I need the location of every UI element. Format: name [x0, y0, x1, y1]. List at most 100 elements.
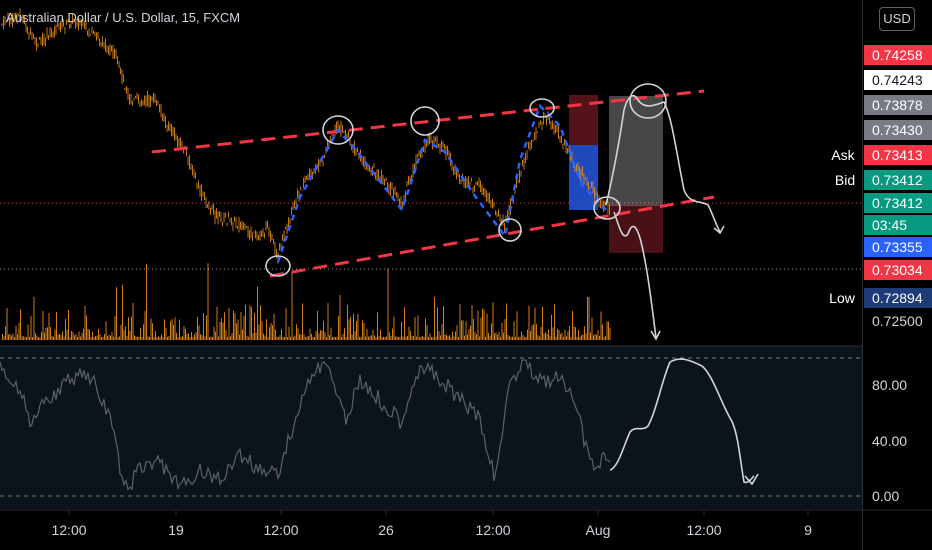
volume-bar: [477, 310, 479, 340]
volume-bar: [425, 318, 426, 340]
volume-bar: [534, 307, 536, 340]
volume-bar: [323, 320, 324, 340]
volume-bar: [579, 336, 581, 340]
volume-bar: [60, 334, 62, 340]
volume-bar: [9, 333, 11, 340]
volume-bar: [540, 327, 542, 340]
volume-bar: [560, 334, 561, 340]
volume-bar: [479, 336, 480, 340]
volume-bar: [542, 306, 543, 340]
countdown-timer: 03:45: [864, 215, 932, 235]
price-label-ask: 0.73413: [864, 145, 932, 165]
price-label-0.73430: 0.73430: [864, 120, 932, 140]
volume-bar: [255, 332, 257, 340]
volume-bar: [521, 331, 522, 340]
volume-bar: [551, 314, 552, 340]
lower-channel-trendline[interactable]: [269, 195, 715, 278]
volume-bar: [531, 325, 533, 340]
upper-channel-trendline[interactable]: [151, 89, 705, 154]
volume-bar: [341, 336, 342, 340]
volume-bar: [420, 336, 422, 340]
projection-path-secondary: [613, 211, 657, 339]
volume-bar: [234, 313, 236, 340]
price-label-bid: 0.73412: [864, 170, 932, 190]
projection-arrow-head: [650, 330, 661, 341]
volume-bar: [71, 330, 72, 340]
volume-bar: [68, 309, 69, 340]
oscillator-panel: [0, 346, 862, 509]
volume-bar: [36, 335, 38, 340]
volume-bar: [494, 333, 495, 340]
volume-bar: [222, 322, 224, 340]
volume-bar: [107, 336, 108, 340]
volume-bar: [360, 336, 362, 340]
volume-bar: [228, 307, 230, 340]
volume-bar: [368, 336, 369, 340]
volume-bar: [102, 337, 104, 340]
volume-bar: [282, 336, 284, 340]
volume-bar: [444, 334, 446, 340]
currency-button[interactable]: USD: [879, 7, 915, 31]
volume-bar: [389, 332, 390, 340]
bid-tag: Bid: [834, 172, 856, 188]
volume-bar: [473, 318, 474, 340]
volume-bar: [188, 333, 189, 340]
volume-bar: [257, 286, 258, 340]
volume-bar: [356, 321, 357, 340]
volume-bar: [53, 336, 54, 340]
volume-bar: [186, 333, 188, 340]
volume-bar: [503, 332, 504, 340]
volume-bar: [74, 335, 75, 340]
price-axis[interactable]: [862, 0, 932, 550]
volume-bar: [363, 323, 365, 340]
volume-bar: [113, 336, 114, 340]
volume-bar: [317, 310, 318, 340]
volume-bar: [500, 336, 501, 340]
volume-bar: [153, 336, 155, 340]
volume-bar: [456, 325, 458, 340]
volume-bar: [597, 330, 599, 340]
volume-bar: [185, 328, 186, 340]
time-axis-label: 19: [168, 522, 184, 538]
volume-bar: [561, 332, 563, 340]
volume-bar: [371, 335, 372, 340]
volume-bar: [392, 328, 393, 340]
volume-bar: [449, 335, 450, 340]
volume-bar: [330, 327, 332, 340]
volume-bar: [158, 336, 159, 340]
volume-bar: [147, 336, 149, 340]
volume-bar: [300, 334, 302, 340]
volume-bar: [30, 316, 32, 340]
volume-bar: [584, 326, 585, 340]
volume-bar: [243, 315, 245, 340]
volume-bar: [269, 327, 270, 340]
volume-bar: [318, 333, 320, 340]
volume-bar: [483, 309, 485, 340]
volume-bar: [458, 336, 459, 340]
volume-bar: [533, 324, 534, 340]
volume-bar: [294, 335, 296, 340]
volume-bar: [285, 308, 287, 340]
volume-bar: [566, 336, 567, 340]
volume-bar: [177, 336, 179, 340]
zigzag-pattern[interactable]: [276, 103, 607, 263]
volume-bar: [48, 312, 50, 340]
volume-bar: [203, 313, 204, 340]
oscillator-projection-arrow: [744, 473, 759, 486]
volume-bar: [552, 327, 554, 340]
volume-bar: [260, 305, 261, 340]
volume-bar: [140, 328, 141, 340]
volume-bar: [197, 316, 198, 340]
symbol-title[interactable]: Australian Dollar / U.S. Dollar, 15, FXC…: [6, 10, 241, 25]
volume-bar: [248, 336, 249, 340]
volume-bar: [201, 335, 203, 340]
volume-bar: [159, 336, 161, 340]
price-label-0.74243: 0.74243: [864, 70, 932, 90]
volume-bar: [57, 334, 59, 340]
volume-bar: [108, 335, 110, 340]
volume-bar: [465, 320, 467, 340]
volume-bar: [132, 302, 134, 340]
volume-bar: [527, 329, 528, 340]
volume-bar: [270, 323, 272, 340]
